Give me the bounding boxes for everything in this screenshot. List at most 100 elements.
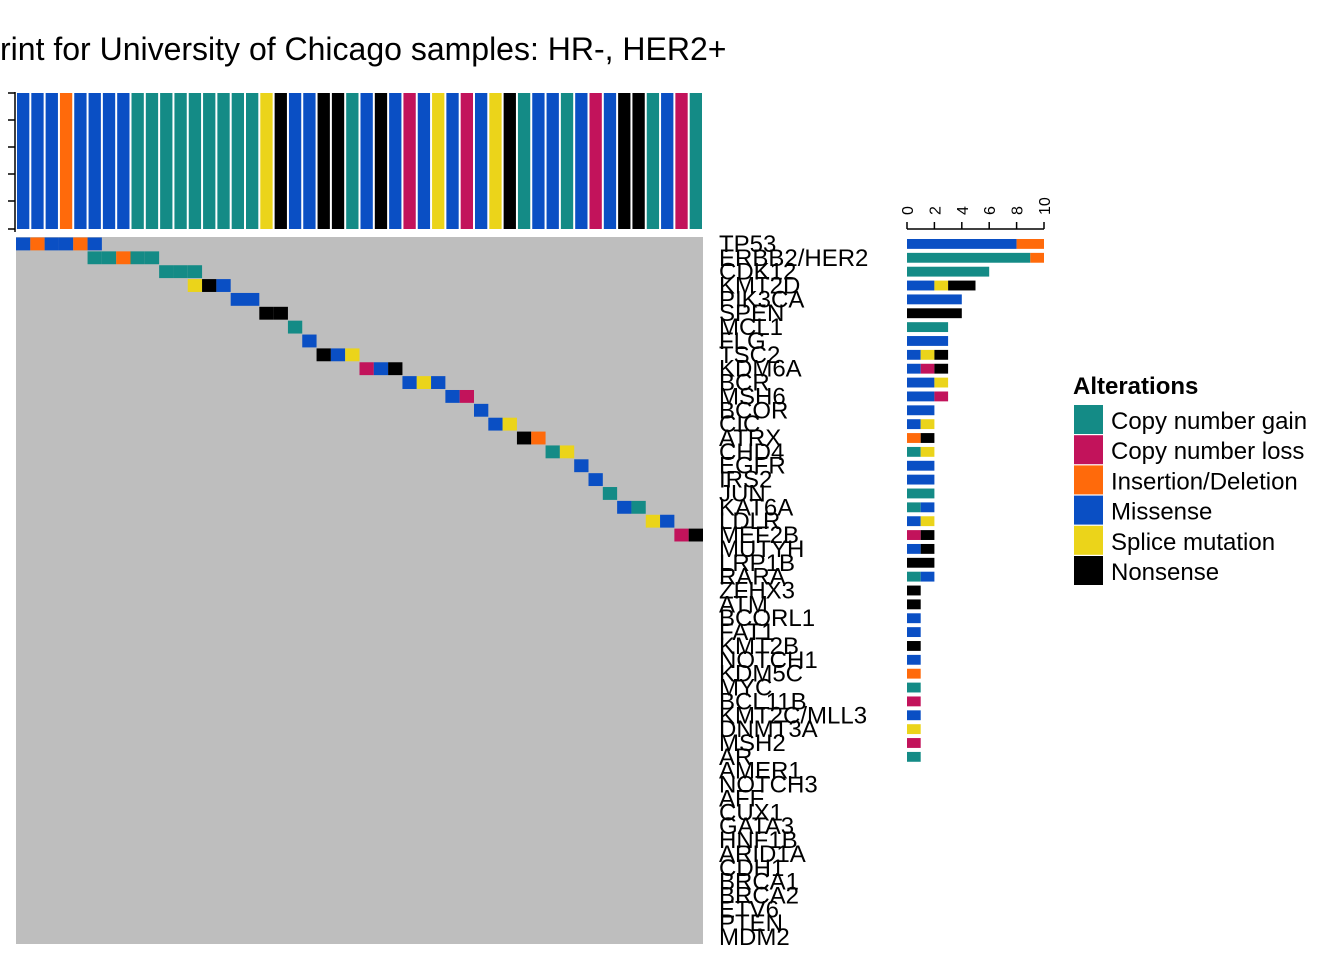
sample-bar-35 (503, 93, 516, 229)
chart-title: rint for University of Chicago samples: … (0, 31, 726, 67)
matrix-cell-bcr-29 (416, 376, 432, 389)
gene-label-notch3: NOTCH3 (719, 772, 818, 799)
sample-bar-43 (618, 93, 631, 229)
matrix-cell-atrx-37 (531, 431, 546, 445)
gene-label-mdm2: MDM2 (719, 924, 790, 951)
count-bar-egfr-missense (907, 460, 935, 471)
count-bar-kmt2d-splice-mutation (934, 280, 949, 291)
count-bar-msh6-copy-number-loss (934, 391, 949, 402)
gene-label-bcl11b: BCL11B (719, 688, 807, 715)
sample-bar-9 (131, 93, 144, 229)
count-bar-pik3ca-missense (907, 294, 962, 305)
gene-label-mcl1: MCL1 (719, 314, 783, 341)
gene-label-pten: PTEN (719, 910, 783, 937)
gene-label-zfhx3: ZFHX3 (719, 578, 795, 605)
sample-bar-20 (288, 93, 302, 229)
matrix-cell-erbb2-her2-7 (101, 251, 117, 265)
sample-bar-8 (117, 93, 130, 229)
matrix-cell-bcor-33 (474, 403, 489, 417)
sample-bar-45 (646, 93, 660, 229)
sample-bar-36 (517, 93, 531, 229)
matrix-cell-tp53-5 (73, 237, 88, 251)
count-bar-rara-copy-number-gain (907, 571, 921, 582)
count-axis-tick-label: 0 (900, 206, 917, 215)
sample-bar-34 (489, 93, 502, 229)
count-bar-msh6-missense (907, 391, 935, 402)
matrix-cell-mcl1-20 (287, 320, 303, 334)
sample-bar-11 (160, 93, 173, 229)
matrix-cell-kdm6a-25 (359, 362, 374, 376)
count-bar-bcor-missense (907, 405, 935, 416)
gene-label-chd4: CHD4 (719, 439, 784, 466)
count-bar-cic-splice-mutation (920, 419, 935, 430)
gene-label-pik3ca: PIK3CA (719, 286, 804, 313)
count-bar-erbb2-her2-copy-number-gain (907, 252, 1031, 263)
gene-label-bcr: BCR (719, 370, 770, 397)
matrix-cell-mef2b-47 (674, 528, 689, 542)
legend-label-missense: Missense (1111, 499, 1212, 526)
gene-label-cdk12: CDK12 (719, 259, 796, 286)
matrix-cell-cdk12-11 (159, 265, 174, 279)
sample-bar-17 (246, 93, 259, 229)
sample-bar-44 (632, 93, 645, 229)
legend-label-copy-number-loss: Copy number loss (1111, 438, 1304, 465)
sample-bar-22 (317, 93, 330, 229)
count-bar-zfhx3-nonsense (907, 585, 921, 596)
sample-bar-39 (560, 93, 574, 229)
gene-label-erbb2-her2: ERBB2/HER2 (719, 245, 868, 272)
matrix-cell-bcr-28 (402, 376, 417, 389)
matrix-cell-spen-19 (273, 306, 288, 320)
gene-label-atm: ATM (719, 591, 768, 618)
matrix-cell-kdm6a-26 (373, 362, 389, 376)
count-bar-atrx-nonsense (920, 433, 935, 443)
sample-bar-14 (203, 93, 216, 229)
gene-label-kmt2c-mll3: KMT2C/MLL3 (719, 702, 867, 729)
matrix-cell-kat6a-43 (617, 500, 632, 514)
count-bar-flg-missense (907, 336, 949, 346)
matrix-cell-mef2b-48 (688, 528, 703, 542)
sample-bar-28 (403, 93, 416, 229)
gene-label-arid1a: ARID1A (719, 841, 806, 868)
count-bar-tp53-insertion-deletion (1016, 239, 1044, 249)
gene-label-jun: JUN (719, 480, 766, 507)
count-bar-ldlr-missense (907, 516, 921, 527)
sample-bar-7 (102, 93, 116, 229)
legend-label-nonsense: Nonsense (1111, 559, 1219, 586)
sample-bar-27 (389, 93, 402, 229)
count-bar-ldlr-splice-mutation (920, 516, 935, 527)
gene-label-cic: CIC (719, 411, 760, 438)
sample-bar-48 (689, 93, 702, 229)
count-bar-tp53-missense (907, 239, 1017, 249)
sample-bar-38 (546, 93, 559, 229)
count-bar-bcorl1-missense (907, 613, 921, 624)
count-bar-kat6a-missense (920, 502, 935, 513)
matrix-cell-tp53-3 (44, 237, 59, 251)
sample-bar-21 (303, 93, 316, 229)
count-bar-dnmt3a-splice-mutation (907, 724, 921, 735)
sample-bar-37 (532, 93, 545, 229)
legend-swatch-copy-number-loss (1074, 435, 1103, 465)
sample-bar-46 (661, 93, 674, 229)
sample-bar-31 (446, 93, 459, 229)
gene-label-gata3: GATA3 (719, 813, 794, 840)
gene-label-lrp1b: LRP1B (719, 550, 795, 577)
matrix-cell-pik3ca-17 (245, 292, 260, 306)
gene-label-bcorl1: BCORL1 (719, 605, 815, 632)
matrix-cell-erbb2-her2-8 (116, 251, 131, 265)
count-bar-kmt2d-missense (907, 280, 935, 291)
sample-bar-40 (575, 93, 588, 229)
gene-label-tp53: TP53 (719, 231, 776, 258)
count-bar-fat1-missense (907, 627, 921, 638)
matrix-cell-tp53-2 (30, 237, 45, 251)
count-bar-bcl11b-copy-number-loss (907, 696, 921, 707)
matrix-cell-cdk12-13 (187, 265, 203, 279)
count-bar-kdm6a-missense (907, 363, 921, 374)
gene-label-msh6: MSH6 (719, 383, 786, 410)
legend-title: Alterations (1073, 373, 1198, 400)
sample-bar-24 (346, 93, 359, 229)
count-bar-spen-nonsense (907, 308, 962, 319)
count-bar-tsc2-splice-mutation (920, 349, 935, 360)
gene-label-amer1: AMER1 (719, 758, 802, 785)
count-bar-kdm5c-insertion-deletion (907, 668, 921, 679)
matrix-cell-egfr-40 (574, 459, 589, 473)
